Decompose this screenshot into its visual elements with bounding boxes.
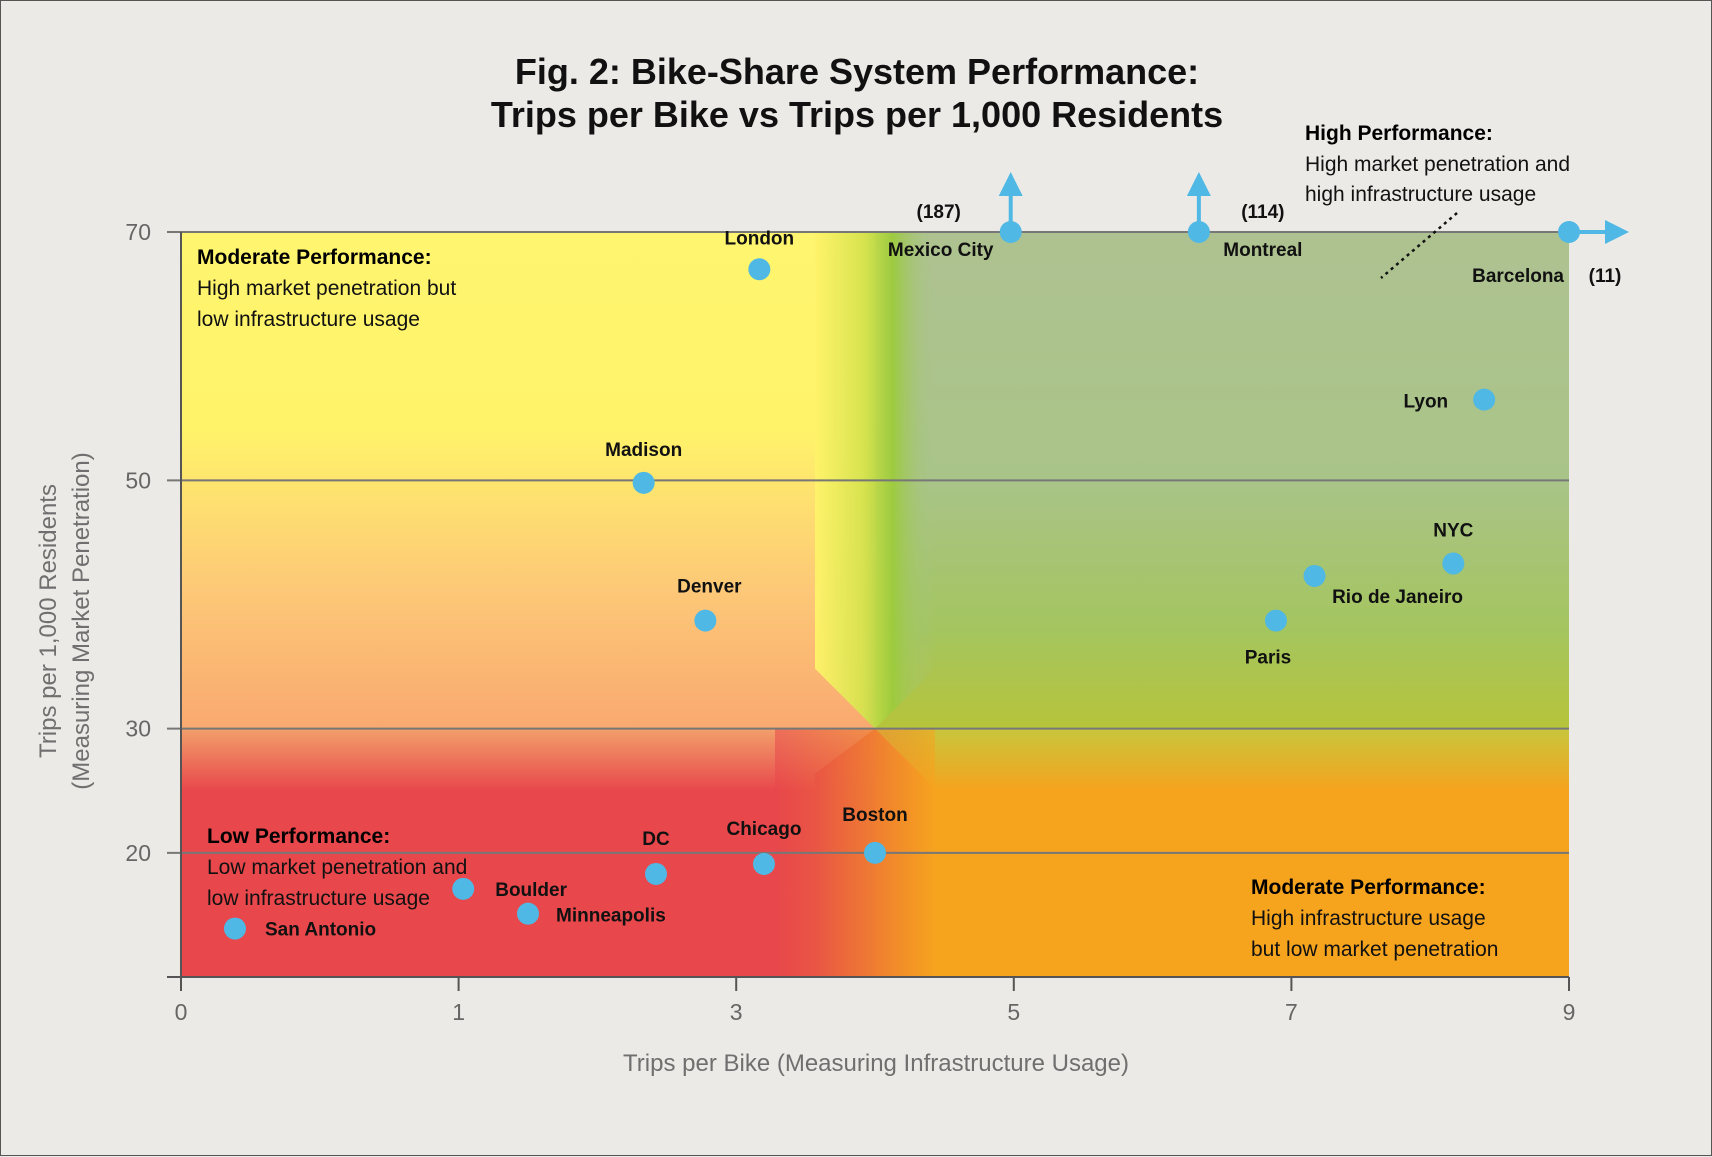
data-label: Mexico City bbox=[888, 240, 994, 261]
x-axis-label: Trips per Bike (Measuring Infrastructure… bbox=[623, 1050, 1129, 1077]
region-desc-line: High market penetration and bbox=[1305, 153, 1570, 176]
data-point-montreal bbox=[1187, 221, 1210, 243]
y-tick-label: 50 bbox=[125, 467, 151, 493]
data-point-rio-de-janeiro bbox=[1303, 564, 1326, 587]
y-tick-label: 70 bbox=[125, 219, 151, 245]
region-desc-line: Low market penetration and bbox=[207, 856, 467, 879]
data-label: Denver bbox=[677, 577, 742, 598]
data-point-paris bbox=[1264, 609, 1287, 632]
y-axis-label-line-2: (Measuring Market Penetration) bbox=[68, 452, 95, 789]
data-point-minneapolis bbox=[517, 902, 539, 925]
chart-title-line-1: Fig. 2: Bike-Share System Performance: bbox=[515, 51, 1199, 92]
data-label: San Antonio bbox=[265, 920, 376, 941]
chart-title-line-2: Trips per Bike vs Trips per 1,000 Reside… bbox=[491, 94, 1223, 135]
region-desc-line: low infrastructure usage bbox=[207, 887, 430, 910]
y-axis-label-line-1: Trips per 1,000 Residents bbox=[35, 484, 62, 758]
region-desc-line: High market penetration but bbox=[197, 277, 456, 300]
data-points bbox=[223, 172, 1629, 940]
region-pointer bbox=[1380, 212, 1458, 279]
data-label: Boston bbox=[842, 805, 907, 826]
data-point-lyon bbox=[1473, 388, 1496, 411]
data-label: Minneapolis bbox=[556, 906, 666, 927]
off-scale-value-label: (11) bbox=[1589, 266, 1622, 287]
region-label-moderate-top-left: Moderate Performance: High market penetr… bbox=[197, 246, 456, 331]
data-point-london bbox=[748, 258, 771, 281]
region-desc-line: low infrastructure usage bbox=[197, 308, 420, 331]
region-title: Moderate Performance: bbox=[1251, 876, 1486, 899]
data-point-dc bbox=[645, 862, 668, 885]
x-tick-label: 9 bbox=[1563, 999, 1576, 1025]
region-desc-line: high infrastructure usage bbox=[1305, 183, 1536, 206]
data-point-boston bbox=[864, 841, 886, 864]
region-desc-line: but low market penetration bbox=[1251, 938, 1498, 961]
data-labels: London Madison Denver Mexico City (187) Montr… bbox=[265, 202, 1621, 941]
data-label: NYC bbox=[1433, 521, 1473, 542]
x-tick-label: 7 bbox=[1285, 999, 1298, 1025]
region-title: High Performance: bbox=[1305, 122, 1493, 145]
data-label: Boulder bbox=[495, 880, 567, 901]
data-point-boulder bbox=[452, 877, 475, 900]
region-label-low-bottom-left: Low Performance: Low market penetration … bbox=[207, 825, 467, 910]
data-point-san-antonio bbox=[223, 917, 246, 940]
data-label: Paris bbox=[1245, 648, 1291, 669]
x-tick-label: 1 bbox=[452, 999, 465, 1025]
data-point-nyc bbox=[1442, 552, 1465, 575]
axes bbox=[167, 232, 1569, 978]
x-tick-label: 0 bbox=[175, 999, 188, 1025]
y-tick-labels: 20 30 50 70 bbox=[125, 219, 151, 866]
x-tick-label: 5 bbox=[1007, 999, 1020, 1025]
data-label: Chicago bbox=[726, 819, 801, 840]
data-point-madison bbox=[632, 471, 655, 494]
data-label: Barcelona bbox=[1472, 266, 1564, 287]
data-label: Montreal bbox=[1223, 240, 1302, 261]
data-label: London bbox=[725, 228, 795, 249]
region-title: Moderate Performance: bbox=[197, 246, 432, 269]
data-label: Lyon bbox=[1403, 392, 1448, 413]
region-title: Low Performance: bbox=[207, 825, 390, 848]
data-label: Rio de Janeiro bbox=[1332, 587, 1463, 608]
region-desc-line: High infrastructure usage bbox=[1251, 907, 1486, 930]
y-tick-label: 30 bbox=[125, 716, 151, 742]
y-tick-label: 20 bbox=[125, 840, 151, 866]
data-label: DC bbox=[642, 829, 670, 850]
data-point-chicago bbox=[752, 853, 775, 876]
region-label-moderate-bottom-right: Moderate Performance: High infrastructur… bbox=[1251, 876, 1498, 961]
off-scale-value-label: (114) bbox=[1241, 202, 1284, 223]
data-point-mexico-city bbox=[999, 221, 1022, 243]
data-label: Madison bbox=[605, 440, 682, 461]
x-tick-label: 3 bbox=[730, 999, 743, 1025]
off-scale-value-label: (187) bbox=[917, 202, 961, 223]
data-point-barcelona bbox=[1558, 221, 1580, 243]
x-tick-labels: 0 1 3 5 7 9 bbox=[175, 977, 1576, 1025]
data-point-denver bbox=[694, 609, 717, 632]
region-label-high-top-right: High Performance: High market penetratio… bbox=[1305, 122, 1570, 279]
